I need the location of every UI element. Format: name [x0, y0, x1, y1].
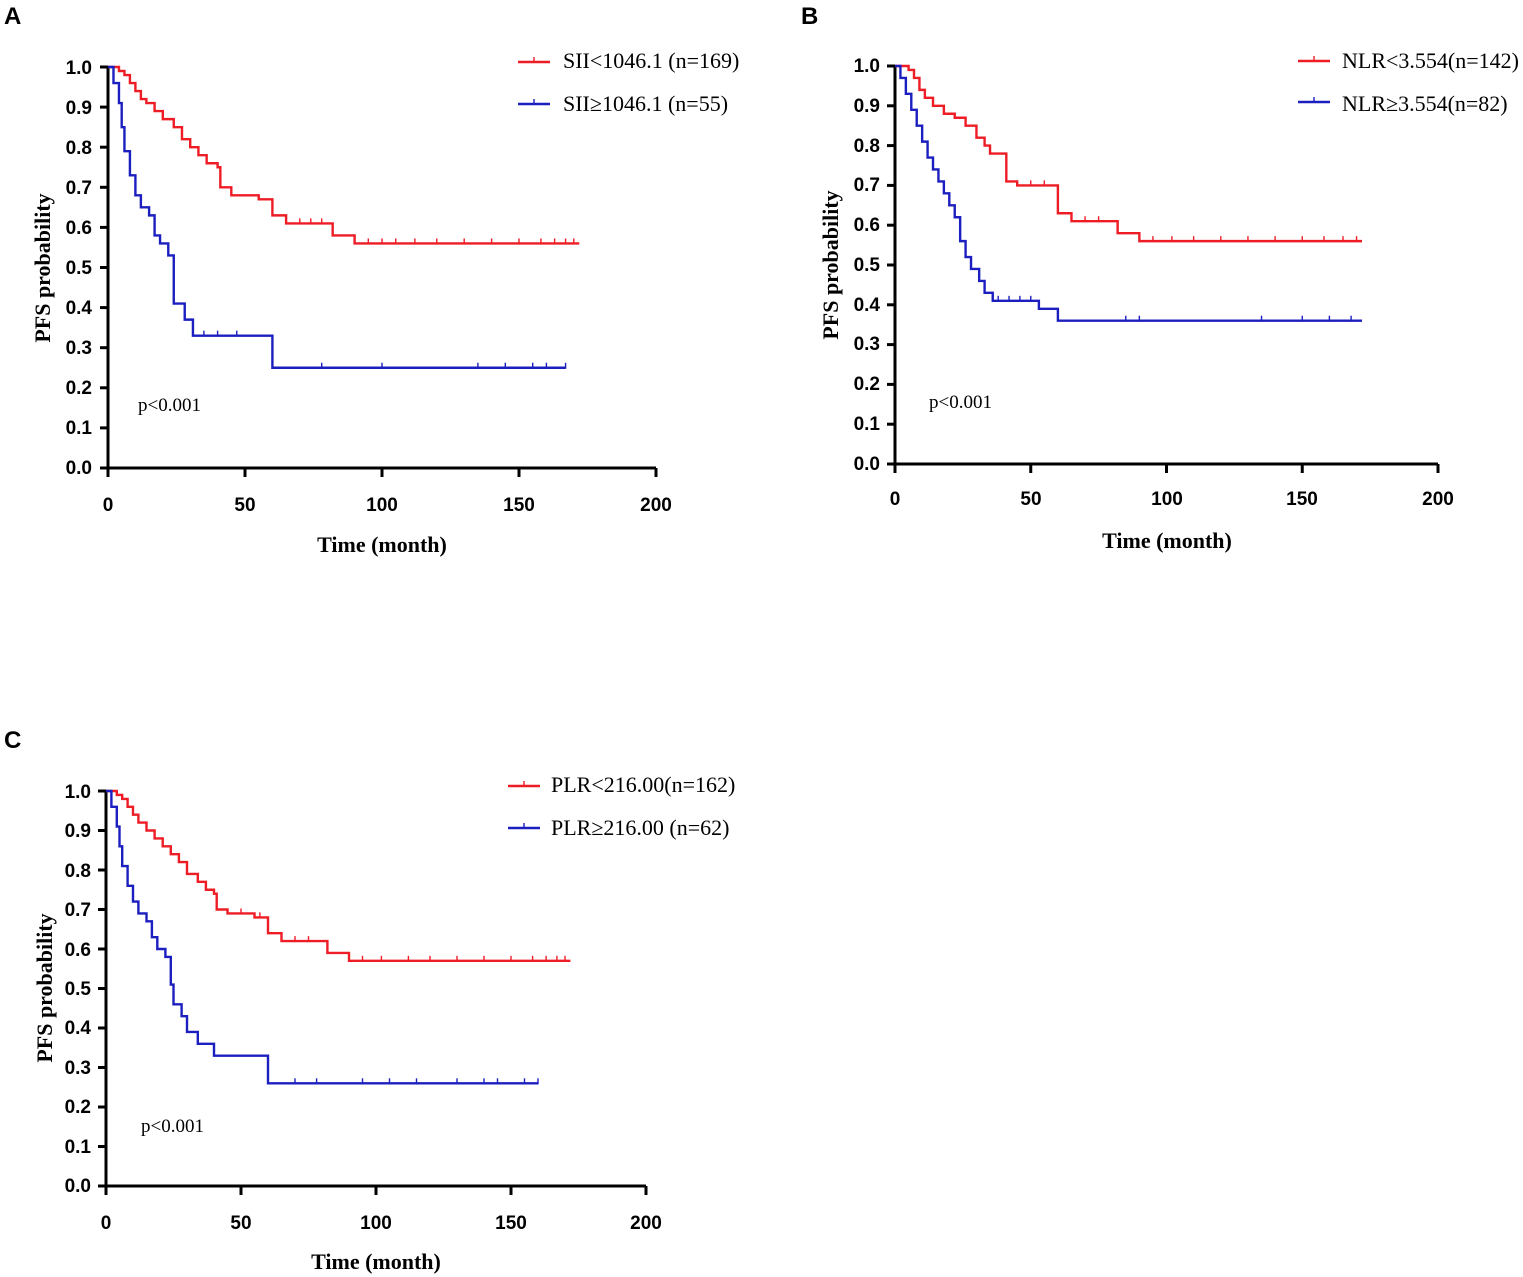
x-tick-label: 0 [890, 489, 901, 510]
legend: SII<1046.1 (n=169) SII≥1046.1 (n=55) [563, 48, 739, 116]
x-tick-label: 200 [1422, 489, 1454, 510]
x-tick-label: 50 [1020, 489, 1041, 510]
x-tick-label: 0 [103, 495, 114, 516]
y-tick-label: 0.5 [66, 258, 93, 279]
legend: NLR<3.554(n=142) NLR≥3.554(n=82) [1342, 48, 1519, 116]
y-tick-label: 0.5 [65, 979, 92, 1000]
survival-curve-series-2 [108, 65, 566, 369]
p-value-annotation: p<0.001 [138, 395, 201, 416]
survival-curve-series-2 [106, 789, 538, 1085]
x-tick-label: 50 [234, 495, 255, 516]
x-axis-title: Time (month) [311, 1249, 441, 1274]
y-tick-label: 0.7 [854, 175, 880, 196]
x-tick-label: 150 [495, 1213, 527, 1234]
y-tick-label: 0.2 [854, 374, 880, 395]
x-tick-labels: 0 50 100 150 200 [103, 495, 672, 516]
x-tick-label: 100 [360, 1213, 392, 1234]
survival-curve-series-1 [106, 789, 571, 963]
y-axis-title: PFS probability [32, 913, 57, 1062]
x-axis-title: Time (month) [1102, 528, 1232, 553]
panel-b: B 0.0 0.1 0.2 0.3 0.4 0.5 0.6 0.7 0.8 0.… [801, 3, 1519, 553]
y-tick-label: 0.8 [65, 861, 91, 882]
y-tick-label: 0.6 [66, 218, 92, 239]
panel-letter-a: A [4, 3, 21, 30]
y-tick-label: 0.9 [854, 96, 880, 117]
y-tick-label: 0.6 [854, 215, 880, 236]
y-tick-label: 0.1 [854, 414, 881, 435]
y-tick-label: 0.3 [854, 334, 880, 355]
y-tick-label: 1.0 [66, 58, 92, 79]
legend-label-series-2: NLR≥3.554(n=82) [1342, 91, 1508, 116]
y-tick-label: 0.4 [65, 1018, 92, 1039]
y-tick-label: 0.4 [854, 295, 881, 316]
y-tick-labels: 0.0 0.1 0.2 0.3 0.4 0.5 0.6 0.7 0.8 0.9 … [66, 58, 93, 479]
y-tick-label: 0.1 [65, 1137, 92, 1158]
p-value-annotation: p<0.001 [141, 1116, 204, 1137]
x-tick-labels: 0 50 100 150 200 [101, 1213, 662, 1234]
y-tick-label: 0.2 [65, 1097, 91, 1118]
y-tick-label: 1.0 [854, 56, 880, 77]
survival-curve-series-1 [108, 65, 580, 245]
y-tick-label: 0.7 [65, 900, 91, 921]
y-tick-label: 0.9 [65, 821, 91, 842]
legend-label-series-1: SII<1046.1 (n=169) [563, 48, 739, 73]
x-axis-title: Time (month) [317, 532, 447, 557]
y-tick-labels: 0.0 0.1 0.2 0.3 0.4 0.5 0.6 0.7 0.8 0.9 … [854, 56, 881, 475]
y-tick-label: 0.5 [854, 255, 881, 276]
x-tick-label: 200 [640, 495, 672, 516]
y-tick-label: 0.7 [66, 178, 92, 199]
y-axis-title: PFS probability [30, 193, 55, 342]
y-tick-label: 0.9 [66, 98, 92, 119]
x-tick-label: 200 [630, 1213, 662, 1234]
panel-letter-b: B [801, 3, 818, 30]
legend-label-series-1: NLR<3.554(n=142) [1342, 48, 1519, 73]
panel-a: A 0.0 0.1 0.2 0.3 0.4 0.5 0.6 0.7 0.8 0.… [4, 3, 739, 557]
y-tick-label: 0.3 [65, 1058, 91, 1079]
p-value-annotation: p<0.001 [929, 392, 992, 413]
x-tick-label: 0 [101, 1213, 112, 1234]
y-tick-label: 0.1 [66, 418, 93, 439]
y-tick-label: 0.8 [854, 136, 880, 157]
y-tick-label: 0.0 [65, 1176, 91, 1197]
panel-letter-c: C [4, 727, 21, 754]
legend-label-series-2: SII≥1046.1 (n=55) [563, 91, 728, 116]
legend: PLR<216.00(n=162) PLR≥216.00 (n=62) [551, 772, 735, 840]
x-tick-label: 150 [1286, 489, 1318, 510]
legend-label-series-2: PLR≥216.00 (n=62) [551, 815, 729, 840]
y-tick-label: 0.2 [66, 378, 92, 399]
y-tick-label: 0.4 [66, 298, 93, 319]
x-tick-labels: 0 50 100 150 200 [890, 489, 1454, 510]
survival-curve-series-2 [895, 64, 1362, 322]
y-tick-label: 0.3 [66, 338, 92, 359]
y-tick-label: 0.0 [854, 454, 880, 475]
survival-curve-series-1 [895, 64, 1362, 243]
y-tick-label: 0.6 [65, 940, 91, 961]
x-tick-label: 150 [503, 495, 535, 516]
panel-c: C 0.0 0.1 0.2 0.3 0.4 0.5 0.6 0.7 0.8 0.… [4, 727, 735, 1274]
x-tick-label: 50 [230, 1213, 251, 1234]
x-tick-label: 100 [1151, 489, 1183, 510]
x-tick-label: 100 [366, 495, 398, 516]
y-tick-label: 0.8 [66, 138, 92, 159]
legend-label-series-1: PLR<216.00(n=162) [551, 772, 735, 797]
y-tick-label: 1.0 [65, 782, 91, 803]
y-tick-labels: 0.0 0.1 0.2 0.3 0.4 0.5 0.6 0.7 0.8 0.9 … [65, 782, 92, 1197]
y-tick-label: 0.0 [66, 458, 92, 479]
y-axis-title: PFS probability [818, 190, 843, 339]
